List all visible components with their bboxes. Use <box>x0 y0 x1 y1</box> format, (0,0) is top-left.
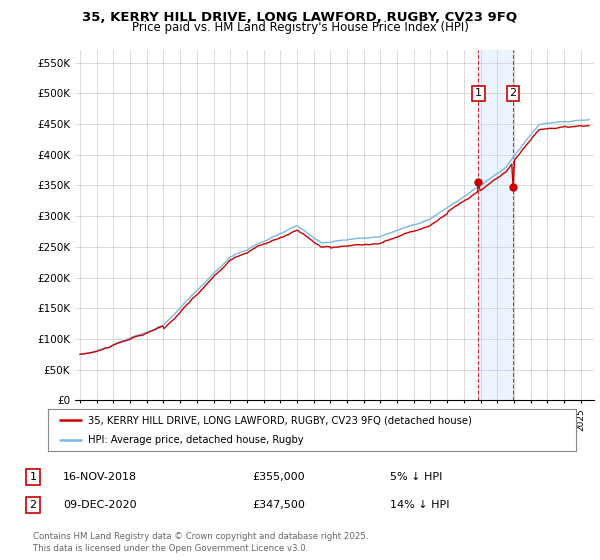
Text: 2: 2 <box>509 88 517 99</box>
Bar <box>478 50 513 400</box>
Text: 35, KERRY HILL DRIVE, LONG LAWFORD, RUGBY, CV23 9FQ (detached house): 35, KERRY HILL DRIVE, LONG LAWFORD, RUGB… <box>88 415 472 425</box>
Text: 09-DEC-2020: 09-DEC-2020 <box>63 500 137 510</box>
Text: This data is licensed under the Open Government Licence v3.0.: This data is licensed under the Open Gov… <box>33 544 308 553</box>
Text: Contains HM Land Registry data © Crown copyright and database right 2025.: Contains HM Land Registry data © Crown c… <box>33 532 368 541</box>
Text: 1: 1 <box>475 88 482 99</box>
Text: 16-NOV-2018: 16-NOV-2018 <box>63 472 137 482</box>
Text: £355,000: £355,000 <box>252 472 305 482</box>
Text: 14% ↓ HPI: 14% ↓ HPI <box>390 500 449 510</box>
Text: Price paid vs. HM Land Registry's House Price Index (HPI): Price paid vs. HM Land Registry's House … <box>131 21 469 34</box>
Text: 5% ↓ HPI: 5% ↓ HPI <box>390 472 442 482</box>
Text: 35, KERRY HILL DRIVE, LONG LAWFORD, RUGBY, CV23 9FQ: 35, KERRY HILL DRIVE, LONG LAWFORD, RUGB… <box>82 11 518 24</box>
Text: £347,500: £347,500 <box>252 500 305 510</box>
Text: 1: 1 <box>29 472 37 482</box>
Text: HPI: Average price, detached house, Rugby: HPI: Average price, detached house, Rugb… <box>88 435 303 445</box>
Text: 2: 2 <box>29 500 37 510</box>
